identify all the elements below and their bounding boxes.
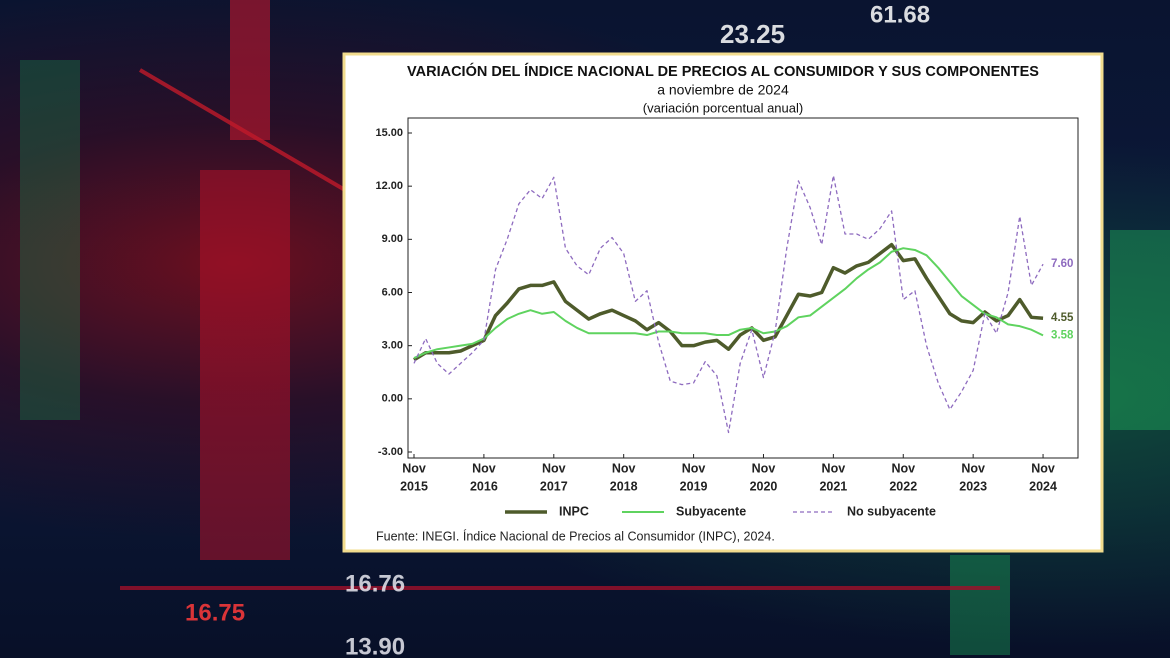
- legend-label: No subyacente: [847, 504, 936, 518]
- source: Fuente: INEGI. Índice Nacional de Precio…: [376, 528, 775, 543]
- bg-candle: [200, 170, 290, 560]
- x-tick-label: Nov: [542, 461, 566, 475]
- x-tick-label: 2021: [819, 479, 847, 493]
- chart-card: [342, 52, 1104, 553]
- x-tick-label: Nov: [612, 461, 636, 475]
- bg-candle: [950, 555, 1010, 655]
- bg-number: 61.68: [870, 1, 930, 28]
- y-tick-label: 3.00: [382, 340, 403, 352]
- bg-candle: [20, 60, 80, 420]
- value-label: 4.55: [1051, 312, 1074, 324]
- bg-number: 16.75: [185, 599, 245, 626]
- chart-title: VARIACIÓN DEL ÍNDICE NACIONAL DE PRECIOS…: [407, 62, 1039, 80]
- x-tick-label: 2024: [1029, 479, 1057, 493]
- x-tick-label: Nov: [752, 461, 776, 475]
- bg-number: 16.76: [345, 570, 405, 597]
- bg-number: 23.25: [720, 19, 785, 49]
- series-line: [413, 174, 1044, 434]
- legend-label: Subyacente: [676, 504, 746, 518]
- background: 23.25 61.68 16.76 16.75 13.90: [20, 0, 1170, 658]
- x-tick-label: Nov: [402, 461, 426, 475]
- bg-candle: [230, 0, 270, 140]
- y-tick-label: 0.00: [382, 393, 403, 405]
- x-tick-label: 2017: [540, 479, 568, 493]
- bg-line: [138, 68, 347, 192]
- chart-note: (variación porcentual anual): [643, 100, 803, 115]
- chart-subtitle: a noviembre de 2024: [657, 82, 789, 98]
- bg-number: 13.90: [345, 633, 405, 658]
- series-line: [413, 247, 1044, 359]
- series-line: [413, 242, 1044, 362]
- y-tick-label: 9.00: [382, 233, 403, 245]
- y-tick-label: 6.00: [382, 286, 403, 298]
- bg-candle: [1110, 230, 1170, 430]
- x-tick-label: 2023: [959, 479, 987, 493]
- plot-area: [407, 117, 1079, 459]
- y-tick-label: 15.00: [375, 127, 403, 139]
- y-tick-label: -3.00: [378, 446, 403, 458]
- x-tick-label: Nov: [891, 461, 915, 475]
- x-tick-label: Nov: [822, 461, 846, 475]
- x-tick-label: Nov: [682, 461, 706, 475]
- legend-label: INPC: [559, 504, 589, 518]
- x-tick-label: Nov: [961, 461, 985, 475]
- x-tick-label: 2020: [750, 479, 778, 493]
- y-tick-label: 12.00: [375, 180, 403, 192]
- x-tick-label: Nov: [1031, 461, 1055, 475]
- x-tick-label: 2016: [470, 479, 498, 493]
- x-tick-label: 2019: [680, 479, 708, 493]
- x-tick-label: 2015: [400, 479, 428, 493]
- value-label: 3.58: [1051, 329, 1074, 341]
- x-tick-label: Nov: [472, 461, 496, 475]
- x-tick-label: 2018: [610, 479, 638, 493]
- x-tick-label: 2022: [889, 479, 917, 493]
- value-label: 7.60: [1051, 258, 1073, 270]
